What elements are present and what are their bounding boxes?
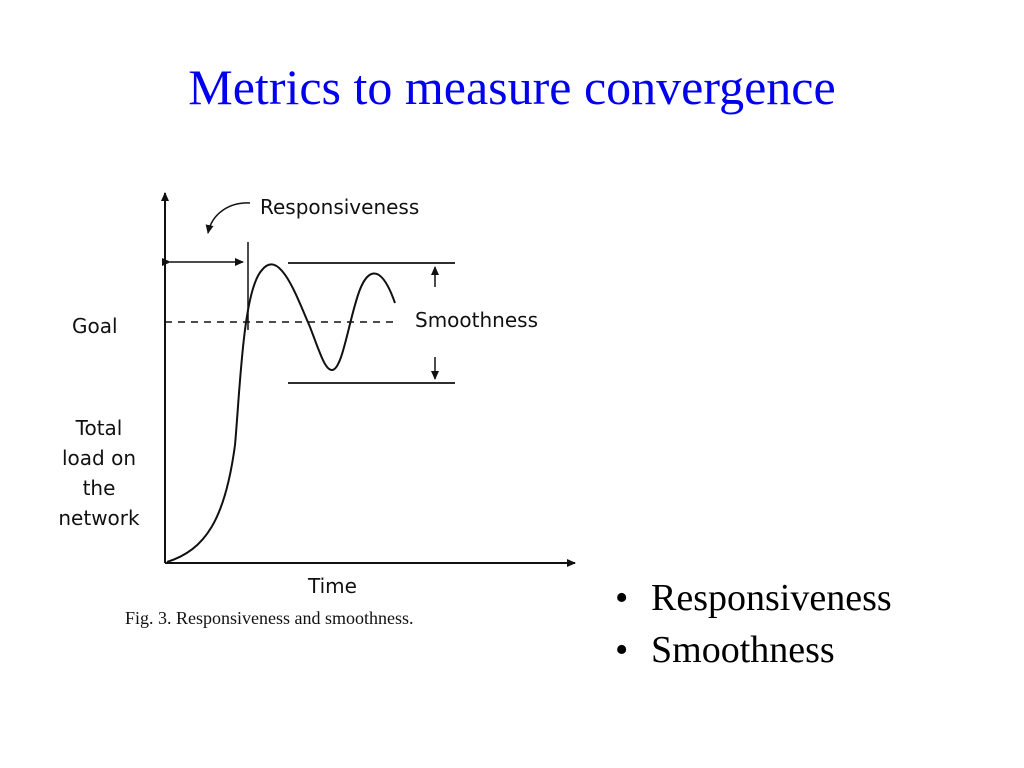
y-axis-label-line: network [58, 506, 140, 530]
convergence-figure: Responsiveness Smoothness Goal Total loa… [40, 175, 600, 635]
bullet-text: Responsiveness [651, 577, 892, 619]
bullet-marker: • [615, 629, 629, 671]
bullet-item: • Smoothness [615, 624, 892, 676]
load-curve [166, 263, 396, 563]
figure-caption: Fig. 3. Responsiveness and smoothness. [125, 608, 414, 628]
bullet-marker: • [615, 577, 629, 619]
slide-title: Metrics to measure convergence [188, 59, 836, 115]
convergence-diagram [161, 192, 576, 567]
y-axis-label: Total load on the network [40, 413, 158, 533]
y-axis-label-line: Total [75, 416, 123, 440]
responsiveness-label: Responsiveness [260, 195, 420, 219]
responsiveness-pointer [205, 202, 251, 234]
smoothness-label: Smoothness [415, 308, 538, 332]
y-axis-label-line: load on [61, 446, 136, 470]
bullet-list: • Responsiveness • Smoothness [615, 572, 892, 676]
bullet-text: Smoothness [651, 629, 835, 671]
bullet-item: • Responsiveness [615, 572, 892, 624]
x-axis-label: Time [308, 574, 357, 598]
y-axis-label-line: the [82, 476, 116, 500]
goal-label: Goal [72, 314, 118, 338]
